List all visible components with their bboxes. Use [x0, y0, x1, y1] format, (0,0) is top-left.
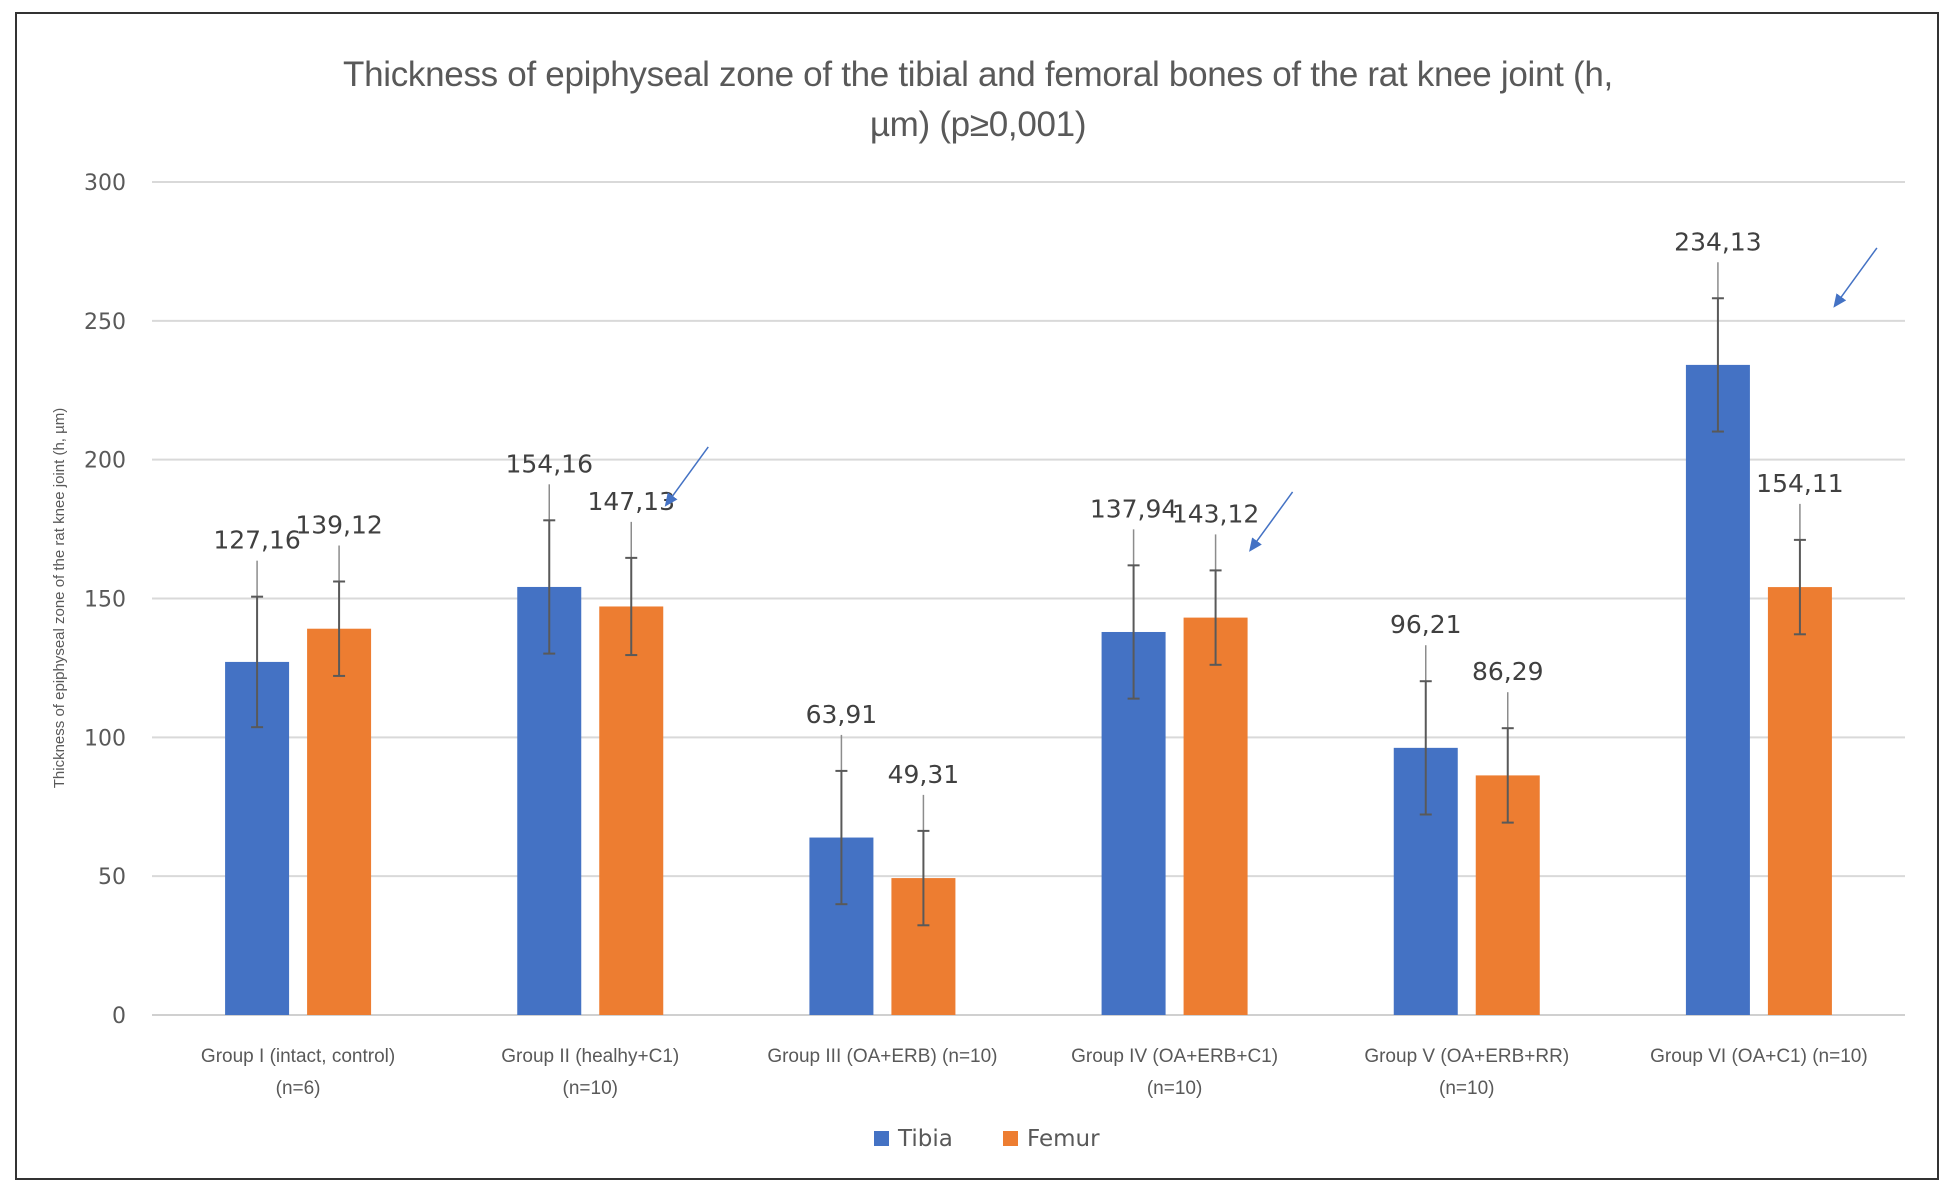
bar-femur	[1767, 587, 1832, 1015]
chart-title-line-2: µm) (p≥0,001)	[869, 105, 1087, 144]
annotation-arrow	[1833, 247, 1878, 308]
category-label: Group VI (OA+C1) (n=10)	[1650, 1046, 1868, 1067]
annotation-arrow	[1249, 491, 1294, 552]
y-tick-label: 50	[98, 865, 126, 890]
bar-femur	[307, 628, 372, 1015]
legend-swatch-femur[interactable]	[1003, 1131, 1018, 1146]
bar-femur	[1183, 617, 1248, 1015]
category-label: (n=10)	[563, 1078, 618, 1099]
gridlines	[152, 181, 1905, 1016]
data-label: 154,16	[506, 449, 593, 478]
data-label: 234,13	[1674, 227, 1761, 256]
data-label: 139,12	[295, 511, 382, 540]
error-bars	[251, 262, 1806, 927]
category-label: (n=10)	[1439, 1078, 1494, 1099]
bar-femur	[599, 606, 664, 1015]
data-label: 147,13	[588, 487, 675, 516]
chart-title: Thickness of epiphyseal zone of the tibi…	[0, 50, 1956, 150]
y-tick-label: 250	[84, 310, 126, 335]
category-label: Group I (intact, control)	[201, 1046, 395, 1067]
data-label: 49,31	[888, 760, 960, 789]
y-tick-label: 150	[84, 588, 126, 613]
category-labels: Group I (intact, control) (n=6) Group II (…	[201, 1046, 1868, 1099]
y-axis-label: Thickness of epiphyseal zone of the rat …	[51, 408, 68, 789]
category-label: (n=6)	[276, 1078, 321, 1099]
y-tick-label: 200	[84, 449, 126, 474]
bar-tibia	[1685, 364, 1750, 1015]
legend-label-femur[interactable]: Femur	[1027, 1126, 1100, 1152]
data-label: 127,16	[213, 526, 300, 555]
legend-swatch-tibia[interactable]	[874, 1131, 889, 1146]
category-label: Group IV (OA+ERB+C1)	[1071, 1046, 1278, 1067]
data-label: 143,12	[1172, 499, 1259, 528]
category-label: (n=10)	[1147, 1078, 1202, 1099]
data-label: 96,21	[1390, 610, 1462, 639]
legend[interactable]: Tibia Femur	[874, 1126, 1100, 1152]
data-label: 86,29	[1472, 657, 1544, 686]
legend-label-tibia[interactable]: Tibia	[897, 1126, 953, 1152]
data-label: 154,11	[1756, 469, 1843, 498]
bars	[225, 364, 1832, 1015]
annotation-arrows	[664, 247, 1878, 552]
chart-title-line-1: Thickness of epiphyseal zone of the tibi…	[343, 55, 1613, 94]
y-tick-label: 100	[84, 726, 126, 751]
annotation-arrow	[664, 446, 709, 507]
bar-tibia	[517, 586, 582, 1015]
category-label: Group II (healhy+C1)	[501, 1046, 679, 1067]
y-axis-ticks: 0 50 100 150 200 250 300	[84, 171, 126, 1029]
data-label: 63,91	[806, 700, 878, 729]
category-label: Group V (OA+ERB+RR)	[1364, 1046, 1569, 1067]
data-label: 137,94	[1090, 494, 1177, 523]
category-label: Group III (OA+ERB) (n=10)	[767, 1046, 997, 1067]
y-tick-label: 300	[84, 171, 126, 196]
y-tick-label: 0	[112, 1004, 126, 1029]
